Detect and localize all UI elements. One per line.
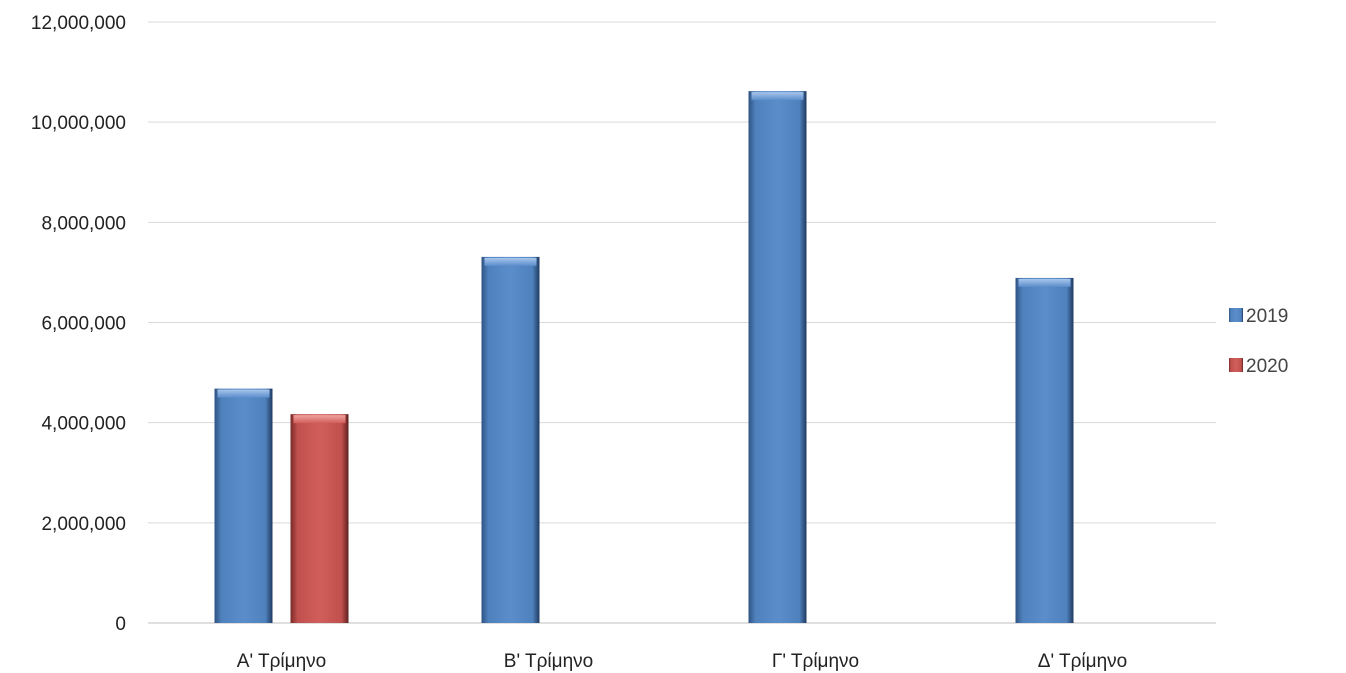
legend-label-2019: 2019 <box>1246 306 1288 327</box>
x-category-label: Α' Τρίμηνο <box>237 651 326 672</box>
bar-bevel-top <box>751 92 804 101</box>
legend-swatch-2020 <box>1229 358 1243 372</box>
bar-bevel-top <box>1018 278 1071 287</box>
bar-body <box>290 414 349 623</box>
bar-body <box>748 91 807 624</box>
y-axis-tick-labels: 0 2,000,000 4,000,000 6,000,000 8,000,000 10,… <box>31 13 126 635</box>
bar-2019-2 <box>481 256 540 623</box>
bars <box>214 91 1074 624</box>
legend-swatch-2019 <box>1229 308 1243 322</box>
bar-bevel-top <box>293 415 346 424</box>
bar-bevel-top <box>217 389 270 398</box>
y-tick-label: 6,000,000 <box>41 314 126 335</box>
bar-2019-1 <box>214 388 273 623</box>
bar-bevel-top <box>484 257 537 266</box>
bar-body <box>214 388 273 623</box>
y-tick-label: 8,000,000 <box>41 213 126 234</box>
bar-2019-4 <box>1015 277 1074 623</box>
bar-2020-1 <box>290 414 349 623</box>
bar-body <box>481 256 540 623</box>
y-tick-label: 2,000,000 <box>41 514 126 535</box>
x-axis-category-labels: Α' Τρίμηνο Β' Τρίμηνο Γ' Τρίμηνο Δ' Τρίμηνο <box>237 651 1127 672</box>
y-tick-label: 12,000,000 <box>31 13 126 34</box>
x-category-label: Β' Τρίμηνο <box>504 651 593 672</box>
y-tick-label: 0 <box>115 614 126 635</box>
bar-2019-3 <box>748 91 807 624</box>
x-category-label: Δ' Τρίμηνο <box>1038 651 1127 672</box>
legend: 2019 2020 <box>1229 306 1288 377</box>
bar-body <box>1015 277 1074 623</box>
legend-label-2020: 2020 <box>1246 356 1288 377</box>
y-tick-label: 4,000,000 <box>41 414 126 435</box>
y-tick-label: 10,000,000 <box>31 113 126 134</box>
x-category-label: Γ' Τρίμηνο <box>772 651 859 672</box>
